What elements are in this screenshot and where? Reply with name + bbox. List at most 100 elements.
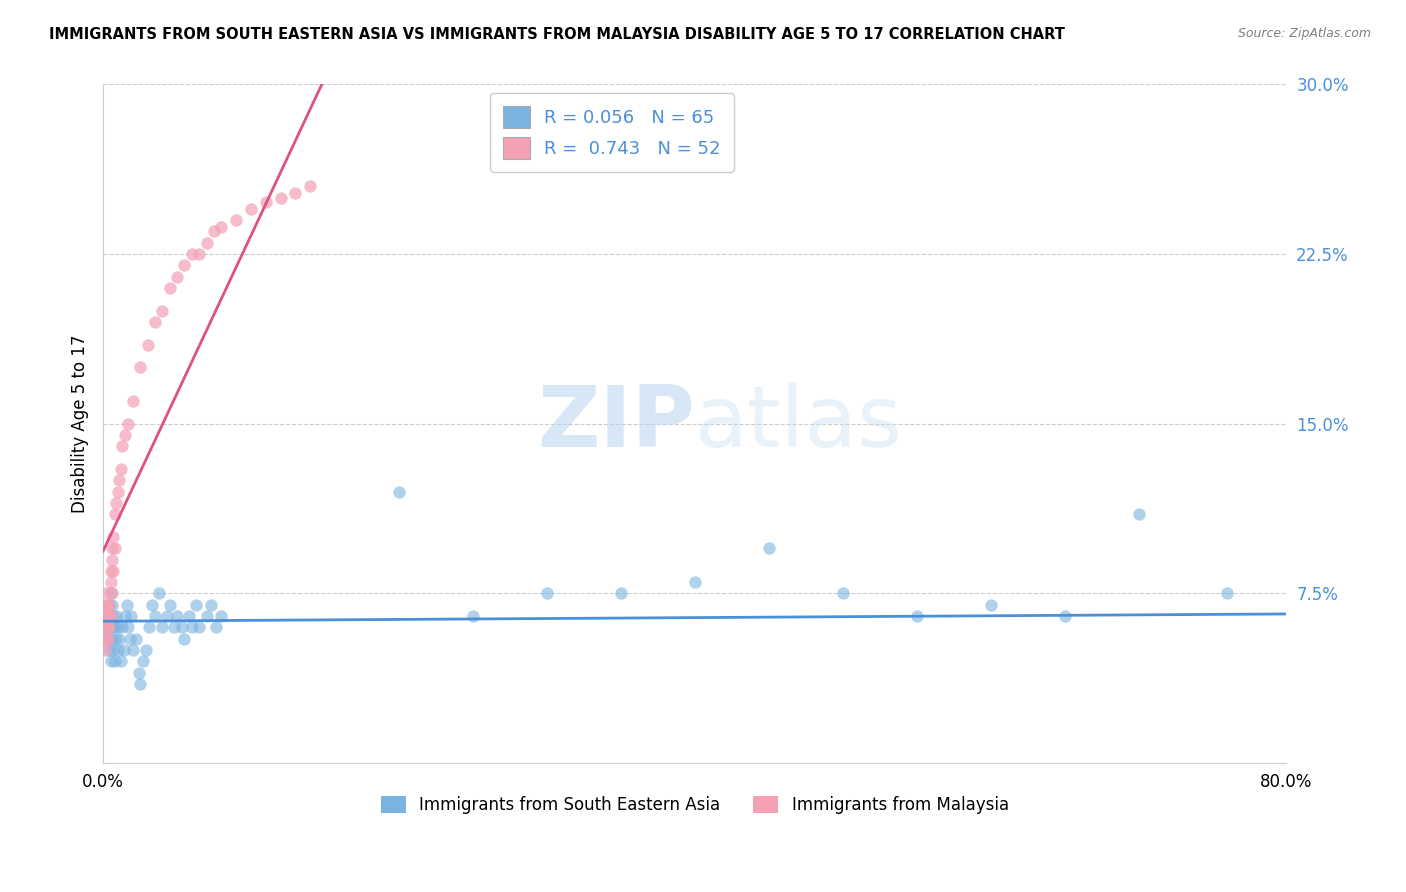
Point [97, 632, 120, 646]
Point [173, 632, 195, 646]
Point [132, 654, 155, 668]
Point [105, 496, 128, 510]
Point [98, 598, 121, 612]
Point [97, 632, 120, 646]
Text: Source: ZipAtlas.com: Source: ZipAtlas.com [1237, 27, 1371, 40]
Point [114, 428, 136, 442]
Point [101, 598, 124, 612]
Point [98, 598, 121, 612]
Point [112, 643, 135, 657]
Point [211, 219, 233, 234]
Point [111, 620, 134, 634]
Point [94, 620, 117, 634]
Point [103, 564, 125, 578]
Point [101, 620, 124, 634]
Point [150, 620, 173, 634]
Point [831, 586, 853, 600]
Point [100, 620, 122, 634]
Point [204, 620, 226, 634]
Point [143, 315, 166, 329]
Point [202, 225, 225, 239]
Point [1128, 508, 1150, 522]
Point [97, 620, 120, 634]
Point [200, 598, 222, 612]
Point [388, 484, 411, 499]
Point [100, 586, 122, 600]
Point [93, 632, 115, 646]
Point [758, 541, 780, 556]
Point [97, 609, 120, 624]
Point [98, 609, 121, 624]
Point [103, 609, 125, 624]
Point [173, 259, 195, 273]
Point [111, 439, 134, 453]
Point [97, 598, 120, 612]
Point [299, 179, 322, 194]
Point [124, 632, 146, 646]
Point [135, 643, 157, 657]
Point [138, 620, 160, 634]
Point [159, 598, 181, 612]
Point [166, 609, 188, 624]
Point [188, 620, 211, 634]
Point [97, 609, 120, 624]
Point [166, 269, 188, 284]
Point [101, 586, 124, 600]
Point [101, 552, 124, 566]
Point [121, 394, 143, 409]
Point [94, 620, 117, 634]
Point [98, 620, 121, 634]
Point [156, 609, 179, 624]
Point [170, 620, 193, 634]
Point [93, 643, 115, 657]
Point [284, 186, 307, 200]
Point [461, 609, 484, 624]
Point [100, 654, 122, 668]
Point [195, 235, 218, 250]
Point [121, 643, 143, 657]
Point [108, 474, 131, 488]
Point [980, 598, 1002, 612]
Point [107, 484, 129, 499]
Legend: Immigrants from South Eastern Asia, Immigrants from Malaysia: Immigrants from South Eastern Asia, Immi… [373, 788, 1018, 822]
Text: atlas: atlas [695, 383, 903, 466]
Point [128, 665, 150, 680]
Point [1053, 609, 1076, 624]
Point [107, 643, 129, 657]
Point [94, 598, 117, 612]
Point [129, 677, 152, 691]
Point [211, 609, 233, 624]
Point [100, 564, 122, 578]
Point [115, 598, 138, 612]
Point [905, 609, 928, 624]
Point [110, 462, 132, 476]
Point [98, 643, 121, 657]
Point [118, 632, 141, 646]
Point [683, 575, 706, 590]
Point [94, 609, 117, 624]
Point [180, 247, 202, 261]
Point [107, 620, 129, 634]
Point [93, 620, 115, 634]
Point [100, 609, 122, 624]
Point [100, 575, 122, 590]
Point [104, 541, 127, 556]
Point [163, 620, 186, 634]
Point [94, 586, 117, 600]
Point [240, 202, 263, 216]
Text: ZIP: ZIP [537, 383, 695, 466]
Point [188, 247, 211, 261]
Point [610, 586, 633, 600]
Point [270, 190, 292, 204]
Text: IMMIGRANTS FROM SOUTH EASTERN ASIA VS IMMIGRANTS FROM MALAYSIA DISABILITY AGE 5 : IMMIGRANTS FROM SOUTH EASTERN ASIA VS IM… [49, 27, 1066, 42]
Point [141, 598, 163, 612]
Point [104, 620, 127, 634]
Point [101, 632, 124, 646]
Point [103, 530, 125, 544]
Point [195, 609, 218, 624]
Point [104, 654, 127, 668]
Point [136, 337, 159, 351]
Point [103, 643, 125, 657]
Point [186, 598, 208, 612]
Point [114, 609, 136, 624]
